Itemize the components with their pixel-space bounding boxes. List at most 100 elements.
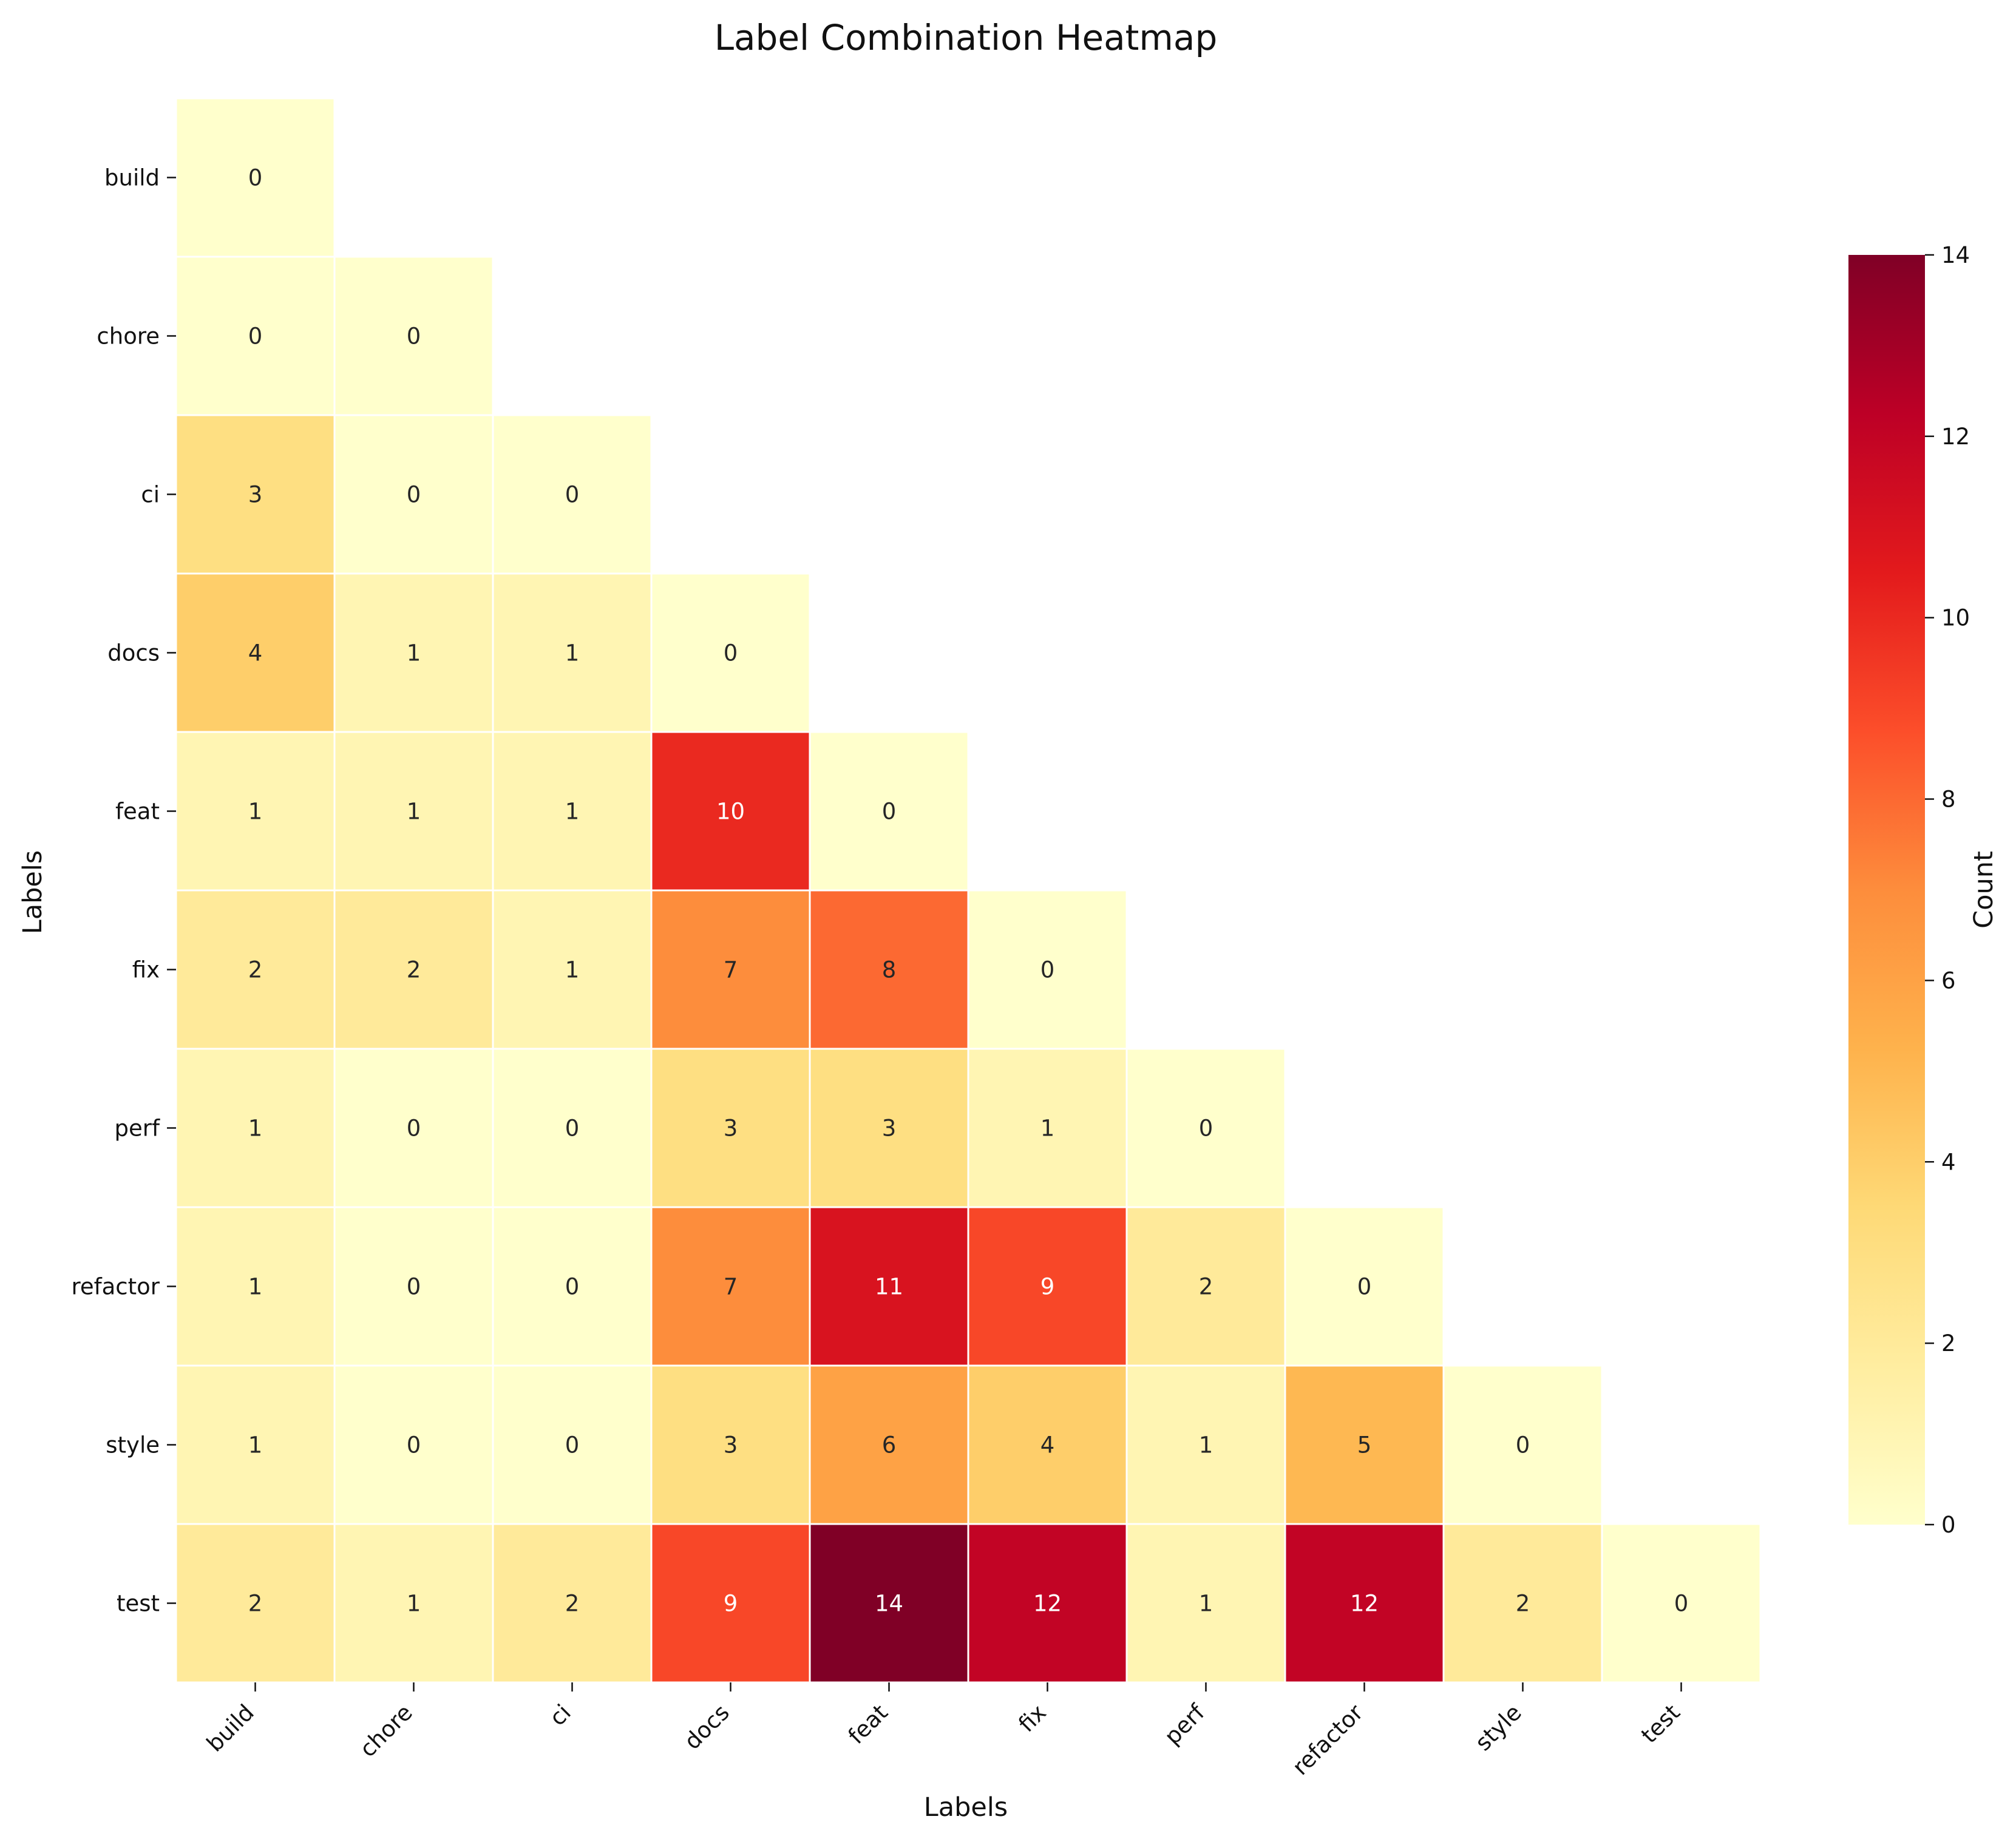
chart-title: Label Combination Heatmap <box>714 17 1218 58</box>
colorbar-tick-label: 2 <box>1941 1330 1956 1356</box>
cell-value-label: 0 <box>407 1432 421 1458</box>
y-tick-label: refactor <box>71 1274 160 1300</box>
cell-value-label: 1 <box>248 1116 263 1142</box>
heatmap-cell <box>333 1523 494 1684</box>
heatmap-cell <box>492 1364 653 1525</box>
cell-value-label: 11 <box>875 1274 903 1300</box>
cell-value-label: 0 <box>407 323 421 350</box>
x-tick-label: refactor <box>1288 1699 1369 1780</box>
cell-value-label: 9 <box>1040 1274 1055 1300</box>
cell-value-label: 0 <box>1357 1274 1372 1300</box>
y-tick-label: ci <box>141 482 160 508</box>
colorbar-tick-label: 4 <box>1941 1149 1956 1175</box>
x-tick-label: chore <box>355 1699 418 1763</box>
heatmap-cell <box>809 731 969 892</box>
cell-value-label: 0 <box>407 1116 421 1142</box>
cell-value-label: 1 <box>1040 1116 1055 1142</box>
heatmap-cell <box>809 1523 969 1684</box>
heatmap-cell <box>333 256 494 416</box>
cell-value-label: 1 <box>248 1432 263 1458</box>
heatmap-cell <box>175 1364 336 1525</box>
cell-value-label: 0 <box>565 1116 580 1142</box>
heatmap-cell <box>967 1048 1128 1208</box>
y-tick-label: build <box>104 165 160 191</box>
x-axis-ticks: build chore ci docs feat fix perf refactor style… <box>202 1682 1685 1780</box>
cell-value-label: 10 <box>716 799 745 825</box>
heatmap-cell <box>650 1364 811 1525</box>
cell-value-label: 8 <box>882 957 897 983</box>
cell-value-label: 2 <box>248 1591 263 1617</box>
heatmap-cell <box>809 889 969 1050</box>
x-tick-label: feat <box>843 1699 893 1749</box>
cell-value-label: 0 <box>1040 957 1055 983</box>
x-axis-label: Labels <box>924 1792 1008 1823</box>
heatmap-cells: 00 03 0 04 1 1 01 1 1 10 02 2 1 7 8 01 0 0 3 3 1 01 0 0 7 11 9 2 01 0… <box>175 97 1762 1684</box>
heatmap-cell <box>1284 1206 1445 1367</box>
cell-value-label: 0 <box>407 1274 421 1300</box>
heatmap-cell <box>333 731 494 892</box>
cell-value-label: 2 <box>565 1591 580 1617</box>
cell-value-label: 2 <box>407 957 421 983</box>
heatmap-cell <box>492 414 653 575</box>
x-tick-label: ci <box>545 1699 576 1731</box>
cell-value-label: 7 <box>724 957 738 983</box>
cell-value-label: 1 <box>407 1591 421 1617</box>
y-tick-label: style <box>106 1432 160 1458</box>
cell-value-label: 0 <box>565 1274 580 1300</box>
cell-value-label: 2 <box>1199 1274 1213 1300</box>
cell-value-label: 0 <box>1516 1432 1530 1458</box>
heatmap-cell <box>1125 1364 1286 1525</box>
heatmap-cell <box>492 731 653 892</box>
heatmap-cell <box>967 889 1128 1050</box>
heatmap-cell <box>175 1206 336 1367</box>
cell-value-label: 0 <box>882 799 897 825</box>
cell-value-label: 0 <box>724 640 738 666</box>
y-tick-label: feat <box>115 799 160 825</box>
cell-value-label: 1 <box>1199 1591 1213 1617</box>
cell-value-label: 3 <box>724 1432 738 1458</box>
cell-value-label: 5 <box>1357 1432 1372 1458</box>
cell-value-label: 1 <box>248 799 263 825</box>
y-tick-label: chore <box>97 323 160 350</box>
heatmap-cell <box>333 1364 494 1525</box>
cell-value-label: 3 <box>724 1116 738 1142</box>
heatmap-cell <box>1125 1048 1286 1208</box>
colorbar-tick-label: 14 <box>1941 242 1970 268</box>
heatmap-cell <box>175 97 336 258</box>
heatmap-cell <box>1125 1206 1286 1367</box>
cell-value-label: 1 <box>565 640 580 666</box>
heatmap-cell <box>333 889 494 1050</box>
cell-value-label: 3 <box>882 1116 897 1142</box>
heatmap-cell <box>333 414 494 575</box>
heatmap-cell <box>650 1523 811 1684</box>
cell-value-label: 6 <box>882 1432 897 1458</box>
heatmap-cell <box>175 1523 336 1684</box>
heatmap-cell <box>650 572 811 733</box>
cell-value-label: 0 <box>407 482 421 508</box>
heatmap-cell <box>175 1048 336 1208</box>
heatmap-cell <box>650 889 811 1050</box>
heatmap-cell <box>967 1523 1128 1684</box>
x-tick-label: style <box>1470 1699 1527 1756</box>
colorbar-label: Count <box>1969 851 1999 929</box>
cell-value-label: 1 <box>248 1274 263 1300</box>
heatmap-cell <box>967 1364 1128 1525</box>
y-tick-label: docs <box>107 640 160 666</box>
x-tick-label: fix <box>1013 1699 1051 1737</box>
cell-value-label: 1 <box>565 799 580 825</box>
heatmap-cell <box>1601 1523 1762 1684</box>
heatmap-cell <box>492 1523 653 1684</box>
cell-value-label: 1 <box>407 799 421 825</box>
colorbar-tick-label: 0 <box>1941 1512 1956 1538</box>
cell-value-label: 2 <box>1516 1591 1530 1617</box>
heatmap-cell <box>175 414 336 575</box>
heatmap-cell <box>333 572 494 733</box>
colorbar-tick-label: 8 <box>1941 787 1956 813</box>
cell-value-label: 1 <box>565 957 580 983</box>
cell-value-label: 0 <box>565 482 580 508</box>
cell-value-label: 9 <box>724 1591 738 1617</box>
y-axis-ticks: build chore ci docs feat fix perf refactor style… <box>71 165 176 1617</box>
y-axis-label: Labels <box>18 850 48 934</box>
cell-value-label: 0 <box>565 1432 580 1458</box>
heatmap-cell <box>650 731 811 892</box>
